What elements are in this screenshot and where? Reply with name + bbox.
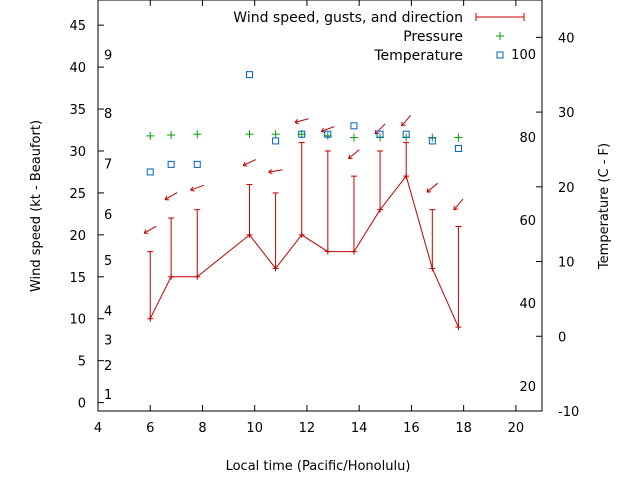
x-tick-label: 12 [299,421,316,436]
beaufort-label: 1 [104,388,112,403]
wind-direction-arrow [164,192,178,201]
beaufort-label: 6 [104,208,112,223]
wind-speed-point [455,324,462,331]
fahrenheit-label: 100 [511,48,536,63]
y-tick-label: 15 [69,271,86,286]
y2-tick-label: -10 [558,405,579,420]
x-tick-label: 10 [246,421,263,436]
pressure-point [146,131,155,140]
wind-speed-point [298,231,305,238]
temperature-point [245,71,253,79]
legend-label-wind: Wind speed, gusts, and direction [233,10,463,26]
wind-speed-point [272,265,279,272]
wind-speed-point [246,231,253,238]
y-tick-label: 25 [69,187,86,202]
fahrenheit-label: 80 [519,131,536,146]
beaufort-label: 2 [104,359,112,374]
y2-tick-label: 0 [558,330,566,345]
temperature-point [324,130,332,138]
y-axis-label: Wind speed (kt - Beaufort) [29,120,44,292]
y-tick-label: 20 [69,229,86,244]
legend-label-pressure: Pressure [403,29,463,45]
fahrenheit-label: 20 [519,380,536,395]
pressure-point [454,133,463,142]
wind-direction-arrow [242,159,257,167]
pressure-point [271,130,280,139]
pressure-point [245,130,254,139]
legend: Wind speed, gusts, and direction Pressur… [233,10,525,64]
y2-axis-label: Temperature (C - F) [597,143,612,270]
temperature-point [402,130,410,138]
x-tick-label: 4 [94,421,102,436]
temperature-point [428,137,436,145]
fahrenheit-label: 40 [519,297,536,312]
series-layer [143,71,464,331]
temperature-point [193,160,201,168]
x-axis-label: Local time (Pacific/Honolulu) [226,459,411,474]
y-tick-label: 45 [69,19,86,34]
y-tick-label: 0 [78,397,86,412]
wind-speed-point [168,273,175,280]
wind-direction-arrow [453,198,464,211]
wind-direction-arrow [190,184,204,192]
beaufort-label: 3 [104,334,112,349]
y2-tick-label: 10 [558,256,575,271]
temperature-point [454,144,462,152]
temperature-point [376,130,384,138]
y-tick-label: 30 [69,145,86,160]
temperature-point [272,137,280,145]
ticks-layer: 4 6 8 10 12 14 16 18 200510152025303540451234567… [69,0,579,436]
x-tick-label: 14 [351,421,368,436]
y-tick-label: 35 [69,103,86,118]
legend-swatch-temperature [496,51,504,59]
x-tick-label: 8 [198,421,206,436]
y2-tick-label: 40 [558,31,575,46]
beaufort-label: 5 [104,254,112,269]
beaufort-label: 4 [104,304,112,319]
beaufort-label: 7 [104,158,112,173]
wind-speed-point [147,315,154,322]
fahrenheit-label: 60 [519,214,536,229]
beaufort-label: 9 [104,49,112,64]
pressure-point [167,131,176,140]
wind-speed-line [149,175,459,328]
temperature-point [350,122,358,130]
wind-speed-point [350,248,357,255]
beaufort-label: 8 [104,107,112,122]
y2-tick-label: 20 [558,181,575,196]
wind-speed-point [377,206,384,213]
wind-direction-arrow [426,182,438,193]
pressure-point [349,133,358,142]
x-tick-label: 16 [403,421,420,436]
x-tick-label: 18 [455,421,472,436]
wind-direction-arrow [268,168,283,175]
wind-speed-point [324,248,331,255]
temperature-point [298,130,306,138]
temperature-point [167,160,175,168]
x-tick-label: 20 [508,421,525,436]
wind-direction-arrow [294,118,309,125]
y2-tick-label: 30 [558,106,575,121]
wind-speed-point [403,173,410,180]
y-tick-label: 10 [69,313,86,328]
y-tick-label: 5 [78,355,86,370]
legend-label-temperature: Temperature [373,48,463,64]
wind-speed-point [194,273,201,280]
legend-swatch-pressure [496,32,504,40]
plot-frame [97,0,543,412]
wind-direction-arrow [348,149,360,160]
y-tick-label: 40 [69,61,86,76]
wind-speed-point [429,265,436,272]
wind-direction-arrow [143,225,157,234]
wind-direction-arrow [401,114,412,127]
temperature-point [146,168,154,176]
x-tick-label: 6 [146,421,154,436]
pressure-point [193,130,202,139]
